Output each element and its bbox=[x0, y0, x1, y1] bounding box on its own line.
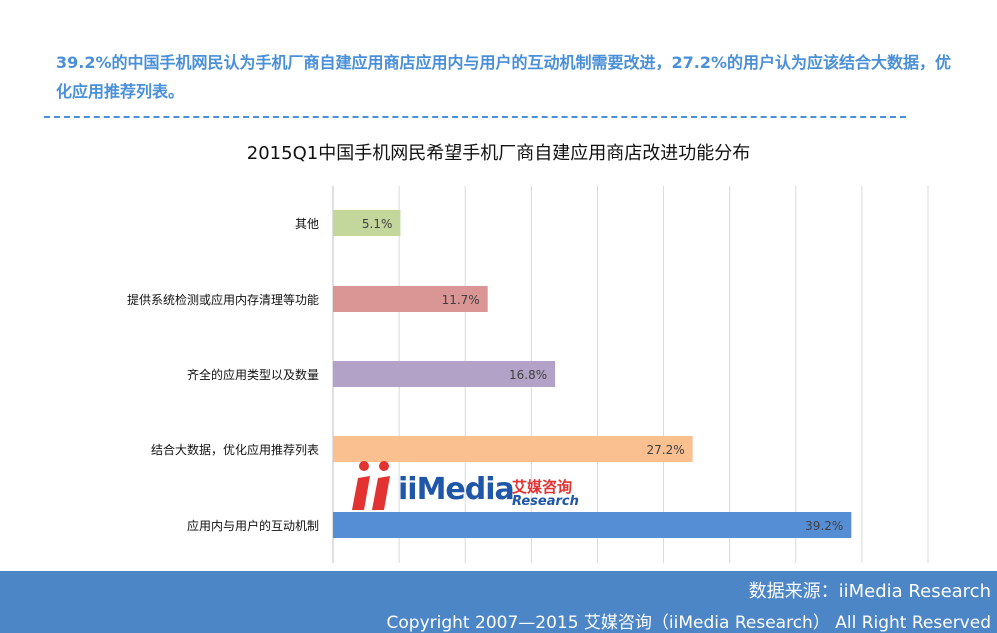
iimedia-logo-mark bbox=[352, 461, 390, 510]
category-label: 应用内与用户的互动机制 bbox=[187, 518, 319, 533]
bar-chart: 5.1% 其他 11.7% 提供系统检测或应用内存清理等功能 16.8% 齐全的应用类型以… bbox=[127, 186, 929, 563]
footer-bar: 数据来源：iiMedia Research Copyright 2007—201… bbox=[0, 571, 997, 633]
category-label: 齐全的应用类型以及数量 bbox=[187, 367, 319, 382]
category-label: 结合大数据，优化应用推荐列表 bbox=[151, 442, 319, 457]
bar bbox=[333, 512, 852, 538]
data-label: 39.2% bbox=[805, 519, 843, 533]
headline: 39.2%的中国手机网民认为手机厂商自建应用商店应用内与用户的互动机制需要改进，… bbox=[56, 53, 952, 101]
bar bbox=[333, 210, 401, 236]
copyright: Copyright 2007—2015 艾媒咨询（iiMedia Researc… bbox=[386, 613, 991, 633]
chart-title: 2015Q1中国手机网民希望手机厂商自建应用商店改进功能分布 bbox=[246, 143, 751, 164]
data-label: 11.7% bbox=[442, 293, 480, 307]
bar bbox=[333, 436, 693, 462]
data-label: 5.1% bbox=[362, 217, 393, 231]
bar bbox=[333, 286, 488, 312]
logo-cn: 艾媒咨询 bbox=[512, 478, 573, 496]
data-label: 16.8% bbox=[509, 368, 547, 382]
dashed-divider bbox=[44, 116, 906, 118]
category-label: 提供系统检测或应用内存清理等功能 bbox=[127, 292, 319, 307]
bar bbox=[333, 361, 556, 387]
data-label: 27.2% bbox=[647, 443, 685, 457]
logo-brand: iiMedia bbox=[398, 472, 515, 507]
iimedia-logo: iiMedia 艾媒咨询 Research bbox=[352, 458, 582, 514]
data-source: 数据来源：iiMedia Research bbox=[748, 581, 991, 602]
logo-en: Research bbox=[512, 494, 579, 509]
category-label: 其他 bbox=[295, 217, 319, 231]
